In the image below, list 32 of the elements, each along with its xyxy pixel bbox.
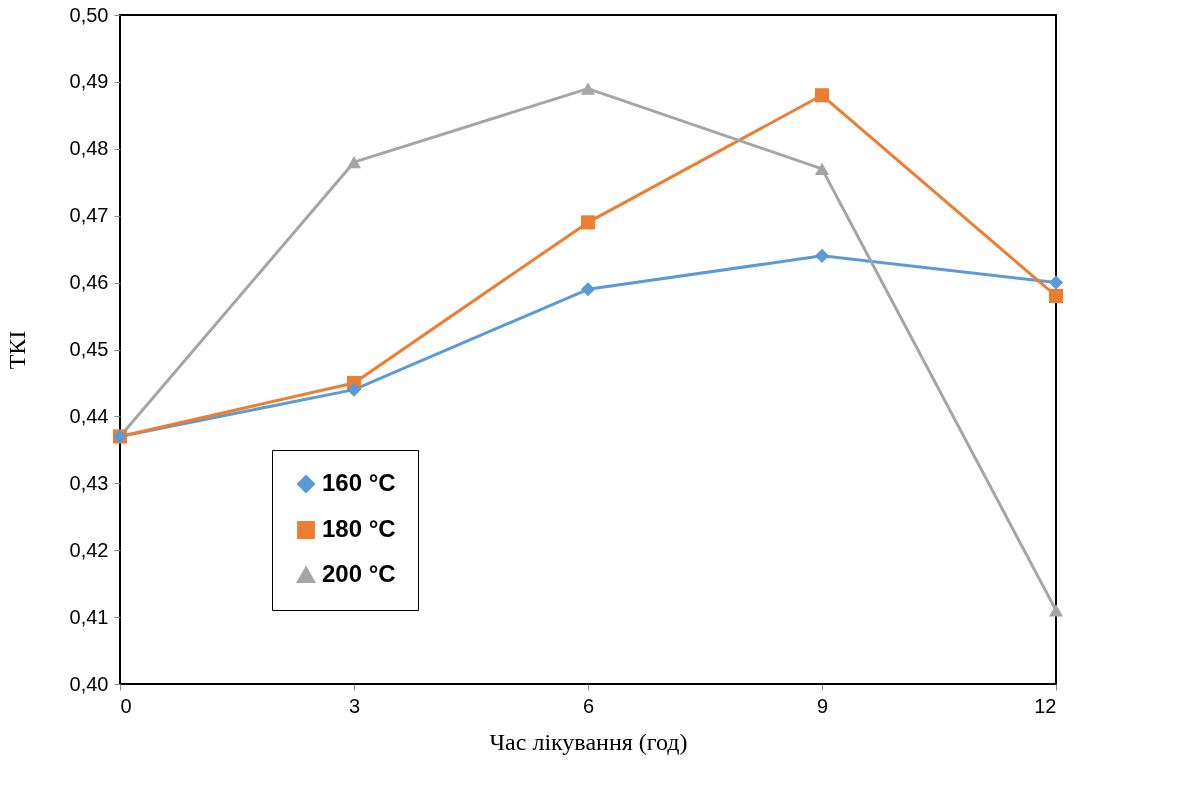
y-tick-label: 0,44	[69, 404, 109, 427]
y-tick-label: 0,47	[69, 204, 109, 227]
y-tick-label: 0,48	[69, 137, 109, 160]
y-tick-label: 0,49	[69, 70, 109, 93]
x-tick-label: 6	[582, 694, 595, 717]
legend-label: 180 °C	[322, 515, 396, 542]
point	[814, 248, 830, 263]
y-axis-title: ТКІ	[3, 330, 30, 370]
x-axis-title: Час лікування (год)	[489, 728, 688, 755]
y-tick-label: 0,41	[69, 605, 109, 628]
point	[580, 282, 596, 297]
x-tick-label: 0	[120, 694, 132, 717]
point	[1048, 275, 1064, 290]
y-tick-label: 0,50	[69, 3, 109, 26]
point	[814, 88, 830, 103]
legend-label: 160 °C	[322, 469, 396, 496]
y-tick-label: 0,40	[69, 672, 109, 695]
point	[580, 215, 596, 230]
y-tick-label: 0,42	[69, 538, 109, 561]
x-tick-label: 12	[1034, 694, 1057, 717]
point	[1048, 288, 1064, 304]
x-tick-label: 3	[348, 694, 361, 717]
legend-label: 200 °C	[322, 560, 396, 587]
point	[1048, 604, 1064, 617]
y-tick-label: 0,46	[69, 271, 109, 294]
point	[346, 156, 362, 169]
point	[580, 82, 596, 95]
point	[814, 162, 830, 175]
point	[346, 382, 362, 397]
y-tick-label: 0,45	[69, 338, 109, 360]
y-tick-label: 0,43	[69, 471, 109, 494]
x-tick-label: 9	[816, 694, 829, 717]
